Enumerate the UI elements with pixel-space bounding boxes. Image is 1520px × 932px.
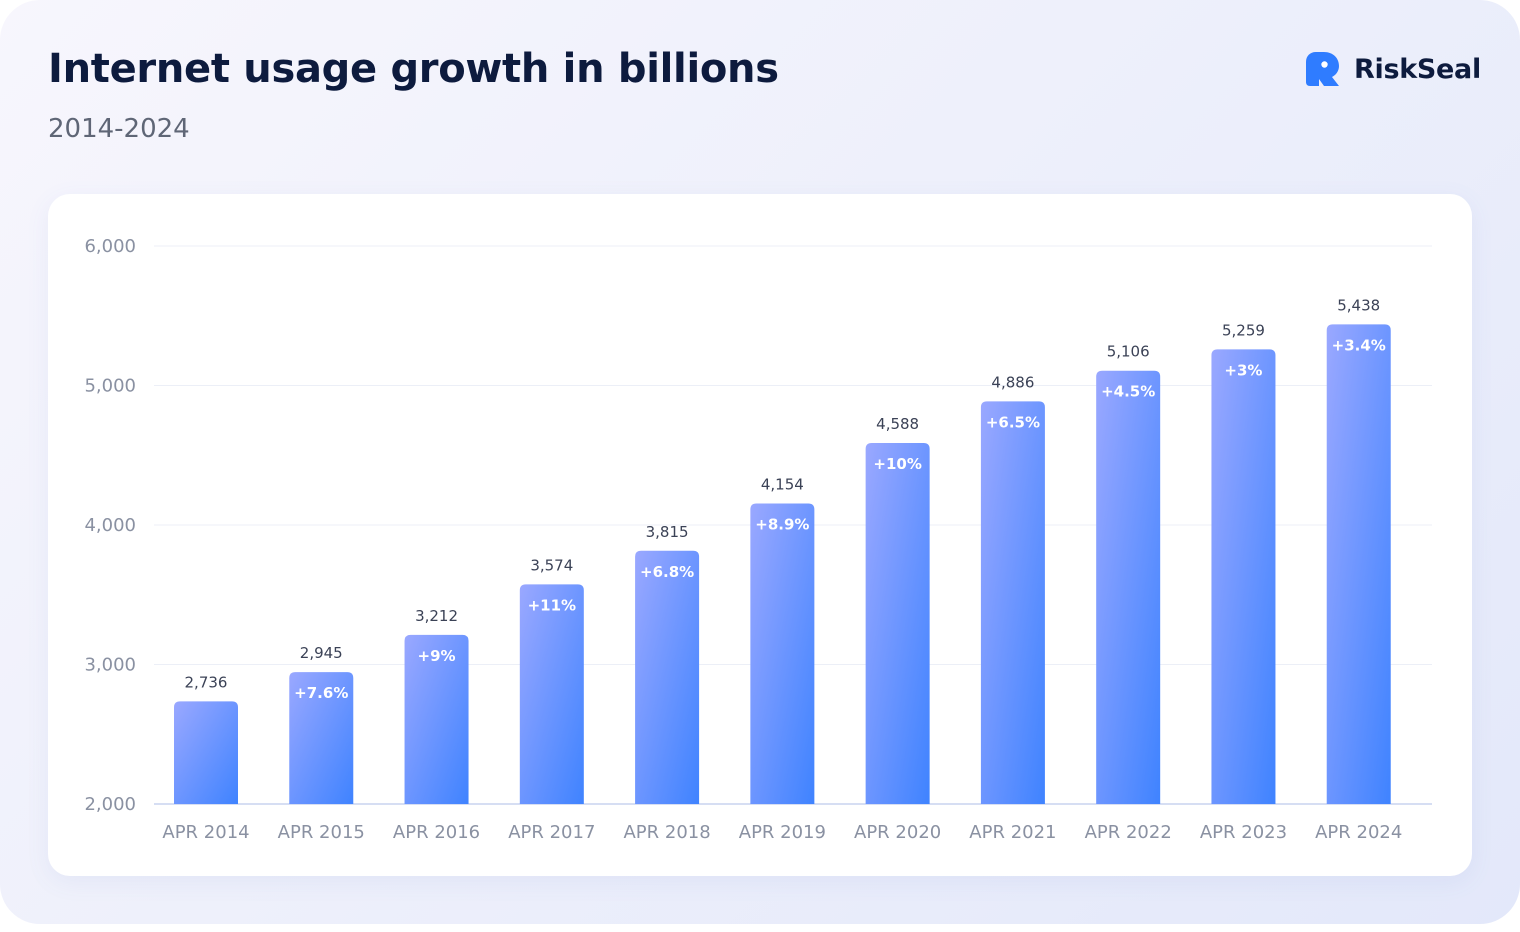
bar-value-label: 4,886 [991, 373, 1034, 391]
bar-value-label: 3,574 [530, 556, 573, 574]
x-tick-label: APR 2022 [1085, 822, 1172, 843]
chart-card: 2,000 3,000 4,000 5,000 6,000 2,736 APR 2014 2… [48, 194, 1472, 876]
bar [980, 401, 1045, 804]
brand-name: RiskSeal [1354, 53, 1481, 85]
bar-growth-label: +10% [873, 455, 921, 473]
brand-logo: RiskSeal [1302, 48, 1481, 90]
y-tick-label: 6,000 [84, 236, 136, 257]
x-tick-label: APR 2015 [278, 822, 365, 843]
bar-growth-label: +3% [1224, 361, 1262, 379]
x-tick-label: APR 2024 [1315, 822, 1402, 843]
chart-subtitle: 2014-2024 [48, 114, 190, 144]
bar [750, 503, 815, 804]
x-tick-label: APR 2021 [969, 822, 1056, 843]
chart-title: Internet usage growth in billions [48, 46, 779, 92]
x-tick-label: APR 2023 [1200, 822, 1287, 843]
bar [1096, 370, 1161, 804]
bar-growth-label: +3.4% [1332, 336, 1386, 354]
bar-growth-label: +11% [528, 596, 576, 614]
bar [174, 701, 238, 804]
bar-growth-label: +8.9% [755, 516, 809, 534]
y-tick-label: 3,000 [84, 655, 136, 676]
bar [289, 672, 354, 804]
bar-value-label: 5,259 [1222, 321, 1265, 339]
x-tick-label: APR 2017 [508, 822, 595, 843]
bar [1326, 324, 1391, 804]
bar-value-label: 3,815 [646, 523, 689, 541]
bar-growth-label: +9% [418, 647, 456, 665]
bar [635, 550, 700, 804]
bar-value-label: 5,438 [1337, 296, 1380, 314]
y-tick-label: 2,000 [84, 794, 136, 815]
x-tick-label: APR 2019 [739, 822, 826, 843]
y-tick-label: 4,000 [84, 515, 136, 536]
data-labels: 2,736 APR 2014 2,945 +7.6% APR 2015 3,212 +9% A… [162, 296, 1402, 843]
bar-growth-label: +6.8% [640, 563, 694, 581]
bar-value-label: 3,212 [415, 607, 458, 625]
riskseal-logo-icon [1306, 52, 1339, 86]
x-tick-label: APR 2016 [393, 822, 480, 843]
bar-value-label: 4,154 [761, 476, 804, 494]
x-tick-label: APR 2014 [162, 822, 249, 843]
bar-value-label: 5,106 [1107, 343, 1150, 361]
x-tick-label: APR 2018 [623, 822, 710, 843]
bar [865, 442, 930, 804]
bar-growth-label: +6.5% [986, 413, 1040, 431]
y-tick-label: 5,000 [84, 376, 136, 397]
bar [404, 634, 469, 804]
bars [174, 324, 1391, 804]
x-tick-label: APR 2020 [854, 822, 941, 843]
bar-value-label: 4,588 [876, 415, 919, 433]
bar-value-label: 2,736 [185, 673, 228, 691]
bar [1211, 349, 1276, 804]
bar-value-label: 2,945 [300, 644, 343, 662]
bar [519, 584, 584, 804]
bar-growth-label: +4.5% [1101, 383, 1155, 401]
bar-growth-label: +7.6% [294, 684, 348, 702]
